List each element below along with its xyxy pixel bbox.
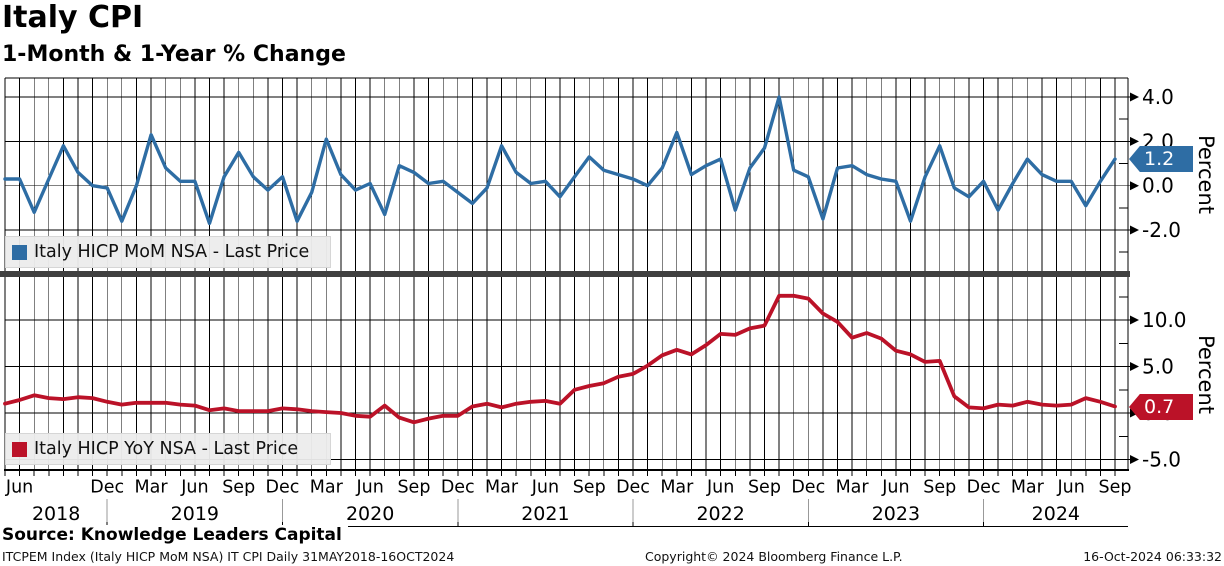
- legend-mom-label: Italy HICP MoM NSA - Last Price: [34, 242, 310, 262]
- x-tick-label: Sep: [1098, 478, 1131, 498]
- x-tick-label: Mar: [485, 478, 519, 498]
- x-tick-label: Jun: [531, 478, 559, 498]
- x-tick-label: Sep: [748, 478, 781, 498]
- y-tick-label: 0.0: [1142, 174, 1174, 198]
- x-tick-label: Sep: [573, 478, 606, 498]
- mom-line-series: [3, 95, 1117, 226]
- x-tick-label: Dec: [616, 478, 650, 498]
- x-tick-label: Dec: [441, 478, 475, 498]
- y-tick-label: 10.0: [1142, 308, 1187, 332]
- x-axis-ticks: [4, 470, 1116, 476]
- yoy-line-series: [3, 293, 1117, 425]
- legend-yoy-label: Italy HICP YoY NSA - Last Price: [34, 439, 299, 459]
- footer-copyright: Copyright© 2024 Bloomberg Finance L.P.: [645, 549, 903, 564]
- y-axis-title-bottom: Percent: [1194, 335, 1218, 415]
- x-tick-label: Dec: [90, 478, 124, 498]
- x-tick-label: Dec: [266, 478, 300, 498]
- footer-timestamp: 16-Oct-2024 06:33:32: [1083, 549, 1222, 564]
- x-tick-label: Mar: [836, 478, 870, 498]
- year-band: 2018 2019 2020 2021 2022 2023 2024: [5, 499, 1128, 527]
- year-label: 2021: [521, 503, 569, 525]
- y-tick-label: 4.0: [1142, 85, 1174, 109]
- x-tick-label: Jun: [1056, 478, 1084, 498]
- x-tick-label: Sep: [222, 478, 255, 498]
- year-label: 2023: [872, 503, 920, 525]
- last-price-badge-mom: 1.2: [1129, 146, 1193, 172]
- panel-separator: [0, 271, 1130, 277]
- y-tick-label: 5.0: [1142, 355, 1174, 379]
- year-label: 2022: [696, 503, 744, 525]
- year-label: 2024: [1032, 503, 1080, 525]
- yoy-series-swatch-icon: [12, 441, 27, 457]
- x-tick-label: Mar: [1011, 478, 1045, 498]
- legend-yoy: Italy HICP YoY NSA - Last Price: [5, 433, 331, 465]
- x-tick-label: Sep: [923, 478, 956, 498]
- mom-series-swatch-icon: [12, 244, 27, 260]
- x-tick-label: Mar: [660, 478, 694, 498]
- panel-borders: [0, 77, 1130, 471]
- y-tick-label: -5.0: [1142, 448, 1181, 472]
- x-tick-label: Jun: [180, 478, 208, 498]
- horizontal-gridlines-and-ticks: 4.02.00.0-2.010.05.00.0-5.0: [5, 85, 1187, 472]
- year-label: 2019: [171, 503, 219, 525]
- year-label: 2018: [32, 503, 80, 525]
- y-tick-label: -2.0: [1142, 218, 1181, 242]
- x-axis-month-labels: Jun Dec Mar Jun Sep Dec Mar Jun Sep Dec Mar Jun Sep D…: [5, 478, 1132, 498]
- x-tick-label: Jun: [355, 478, 383, 498]
- page-subtitle: 1-Month & 1-Year % Change: [2, 42, 346, 67]
- footer-ticker-info: ITCPEM Index (Italy HICP MoM NSA) IT CPI…: [2, 549, 455, 564]
- x-tick-label: Mar: [310, 478, 344, 498]
- x-tick-label: Jun: [881, 478, 909, 498]
- footer-bar: ITCPEM Index (Italy HICP MoM NSA) IT CPI…: [0, 549, 1224, 565]
- x-tick-label: Dec: [967, 478, 1001, 498]
- source-line: Source: Knowledge Leaders Capital: [2, 525, 348, 545]
- legend-mom: Italy HICP MoM NSA - Last Price: [5, 236, 331, 268]
- x-tick-label: Dec: [791, 478, 825, 498]
- year-label: 2020: [346, 503, 394, 525]
- x-tick-label: Jun: [5, 478, 33, 498]
- x-tick-label: Sep: [397, 478, 430, 498]
- page-title: Italy CPI: [2, 0, 144, 35]
- x-tick-label: Mar: [135, 478, 169, 498]
- y-axis-title-top: Percent: [1194, 135, 1218, 215]
- x-tick-label: Jun: [706, 478, 734, 498]
- last-price-badge-yoy: 0.7: [1129, 394, 1193, 420]
